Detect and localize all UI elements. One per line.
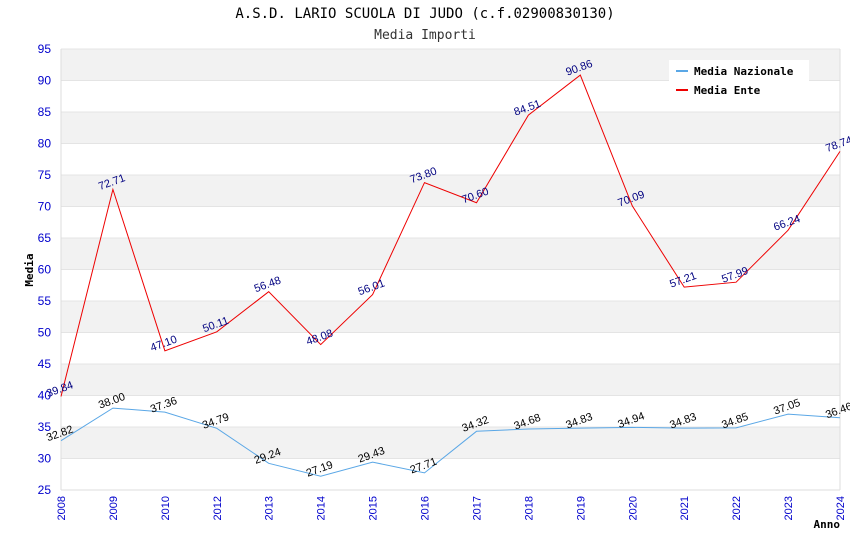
y-tick-label: 95	[38, 42, 52, 56]
y-tick-label: 90	[38, 74, 52, 88]
x-tick-label: 2022	[731, 496, 743, 520]
legend-box	[669, 60, 809, 100]
x-tick-label: 2008	[56, 496, 68, 520]
y-tick-label: 30	[38, 452, 52, 466]
y-axis-label: Media	[23, 253, 36, 286]
grid-band	[61, 112, 840, 144]
series-line-media-nazionale	[60, 407, 841, 477]
x-tick-label: 2021	[679, 496, 691, 520]
chart-subtitle: Media Importi	[374, 28, 476, 43]
legend-label-media-ente: Media Ente	[694, 84, 761, 97]
x-tick-label: 2009	[108, 496, 120, 520]
legend-label-media-nazionale: Media Nazionale	[694, 65, 794, 78]
grid-band	[61, 238, 840, 270]
x-axis-label: Anno	[814, 518, 841, 531]
y-axis-ticks: 25 30 35 40 45 50 55 60 65 70 75 80 85 90 95	[38, 42, 52, 497]
y-tick-label: 35	[38, 420, 52, 434]
series-lines	[60, 74, 841, 477]
x-tick-label: 2016	[420, 496, 432, 520]
series-line-media-ente	[60, 74, 841, 397]
x-tick-label: 2019	[575, 496, 587, 520]
x-tick-label: 2024	[835, 496, 847, 520]
x-tick-label: 2012	[212, 496, 224, 520]
y-tick-label: 80	[38, 137, 52, 151]
x-tick-label: 2014	[316, 496, 328, 520]
y-tick-label: 55	[38, 294, 52, 308]
y-tick-label: 40	[38, 389, 52, 403]
x-axis-ticks: 2008 2009 2010 2012 2013 2014 2015 2016 2017 2018…	[56, 496, 847, 520]
y-tick-label: 50	[38, 326, 52, 340]
grid-bands	[60, 48, 841, 491]
y-tick-label: 85	[38, 105, 52, 119]
grid-band	[61, 364, 840, 396]
x-tick-label: 2023	[783, 496, 795, 520]
y-tick-label: 65	[38, 231, 52, 245]
grid-band	[61, 175, 840, 207]
x-tick-label: 2020	[627, 496, 639, 520]
y-tick-label: 25	[38, 483, 52, 497]
x-tick-label: 2013	[264, 496, 276, 520]
legend: Media Nazionale Media Ente	[669, 60, 809, 100]
y-tick-label: 70	[38, 200, 52, 214]
grid-band	[61, 301, 840, 333]
y-tick-label: 60	[38, 263, 52, 277]
y-tick-label: 45	[38, 357, 52, 371]
grid-band	[61, 427, 840, 459]
chart-title: A.S.D. LARIO SCUOLA DI JUDO (c.f.0290083…	[235, 6, 614, 22]
y-tick-label: 75	[38, 168, 52, 182]
x-tick-label: 2015	[368, 496, 380, 520]
x-tick-label: 2017	[471, 496, 483, 520]
x-tick-label: 2010	[160, 496, 172, 520]
x-tick-label: 2018	[523, 496, 535, 520]
